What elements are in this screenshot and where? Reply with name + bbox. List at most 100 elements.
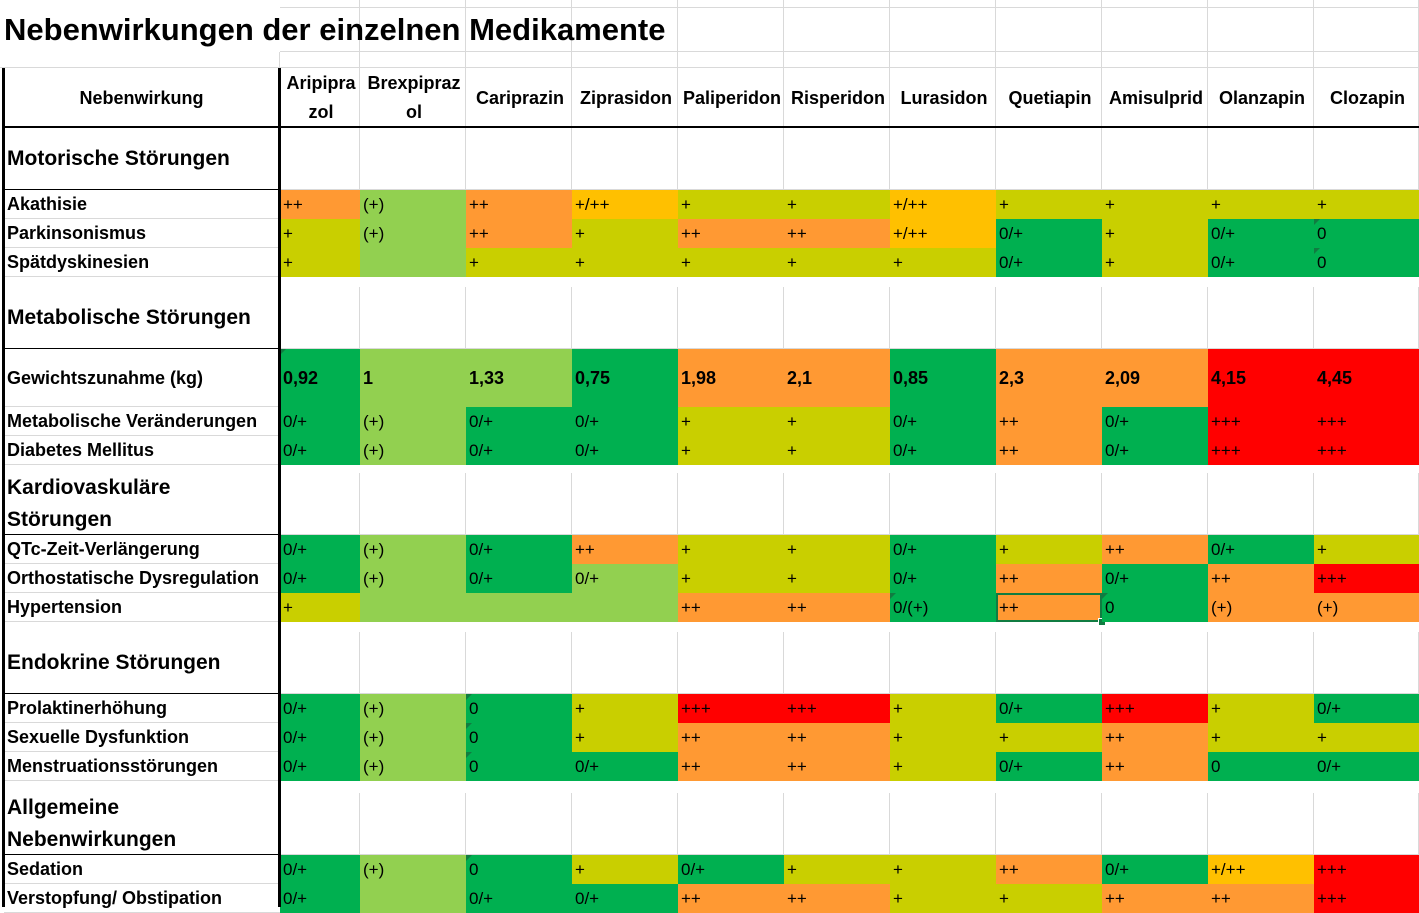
grid-cell[interactable] bbox=[678, 632, 784, 694]
grid-cell[interactable] bbox=[466, 0, 572, 8]
grid-cell[interactable] bbox=[890, 632, 996, 694]
cell-qtc-zeit-verlaengerung-cariprazin[interactable]: 0/+ bbox=[466, 535, 572, 564]
grid-cell[interactable] bbox=[1102, 128, 1208, 190]
row-label-diabetes-mellitus[interactable]: Diabetes Mellitus bbox=[4, 436, 280, 465]
grid-cell[interactable] bbox=[360, 0, 466, 8]
grid-cell[interactable] bbox=[890, 128, 996, 190]
grid-cell[interactable] bbox=[572, 287, 678, 349]
row-label-akathisie[interactable]: Akathisie bbox=[4, 190, 280, 219]
cell-spaetdyskinesien-clozapin[interactable]: 0 bbox=[1314, 248, 1419, 277]
grid-cell[interactable] bbox=[1102, 8, 1208, 52]
grid-cell[interactable] bbox=[996, 128, 1102, 190]
header-quetiapin[interactable]: Quetiapin bbox=[999, 68, 1102, 128]
cell-qtc-zeit-verlaengerung-paliperidon[interactable]: + bbox=[678, 535, 784, 564]
cell-diabetes-mellitus-amisulprid[interactable]: 0/+ bbox=[1102, 436, 1208, 465]
cell-metabolische-veraenderungen-cariprazin[interactable]: 0/+ bbox=[466, 407, 572, 436]
cell-orthostatische-dysregulation-quetiapin[interactable]: ++ bbox=[996, 564, 1102, 593]
cell-orthostatische-dysregulation-ziprasidon[interactable]: 0/+ bbox=[572, 564, 678, 593]
grid-cell[interactable] bbox=[466, 128, 572, 190]
cell-menstruationsstoerungen-olanzapin[interactable]: 0 bbox=[1208, 752, 1314, 781]
cell-qtc-zeit-verlaengerung-lurasidon[interactable]: 0/+ bbox=[890, 535, 996, 564]
cell-parkinsonismus-clozapin[interactable]: 0 bbox=[1314, 219, 1419, 248]
grid-cell[interactable] bbox=[890, 793, 996, 855]
cell-prolaktinerhoehung-risperidon[interactable]: +++ bbox=[784, 694, 890, 723]
cell-akathisie-paliperidon[interactable]: + bbox=[678, 190, 784, 219]
grid-cell[interactable] bbox=[678, 0, 784, 8]
cell-sexuelle-dysfunktion-paliperidon[interactable]: ++ bbox=[678, 723, 784, 752]
cell-hypertension-olanzapin[interactable]: (+) bbox=[1208, 593, 1314, 622]
header-ziprasidon[interactable]: Ziprasidon bbox=[575, 68, 678, 128]
grid-cell[interactable] bbox=[678, 128, 784, 190]
cell-akathisie-aripiprazol[interactable]: ++ bbox=[280, 190, 360, 219]
grid-cell[interactable] bbox=[572, 128, 678, 190]
header-amisulprid[interactable]: Amisulprid bbox=[1105, 68, 1208, 128]
cell-qtc-zeit-verlaengerung-olanzapin[interactable]: 0/+ bbox=[1208, 535, 1314, 564]
cell-orthostatische-dysregulation-clozapin[interactable]: +++ bbox=[1314, 564, 1419, 593]
grid-cell[interactable] bbox=[360, 52, 466, 68]
cell-akathisie-ziprasidon[interactable]: +/++ bbox=[572, 190, 678, 219]
cell-hypertension-cariprazin[interactable] bbox=[466, 593, 572, 622]
cell-diabetes-mellitus-brexpiprazol[interactable]: (+) bbox=[360, 436, 466, 465]
grid-cell[interactable] bbox=[466, 632, 572, 694]
cell-hypertension-amisulprid[interactable]: 0 bbox=[1102, 593, 1208, 622]
cell-menstruationsstoerungen-quetiapin[interactable]: 0/+ bbox=[996, 752, 1102, 781]
cell-sedation-quetiapin[interactable]: ++ bbox=[996, 855, 1102, 884]
cell-spaetdyskinesien-brexpiprazol[interactable] bbox=[360, 248, 466, 277]
grid-cell[interactable] bbox=[1314, 0, 1419, 8]
cell-gewichtszunahme-kg-lurasidon[interactable]: 0,85 bbox=[890, 349, 996, 407]
cell-sexuelle-dysfunktion-lurasidon[interactable]: + bbox=[890, 723, 996, 752]
cell-gewichtszunahme-kg-brexpiprazol[interactable]: 1 bbox=[360, 349, 466, 407]
cell-sexuelle-dysfunktion-ziprasidon[interactable]: + bbox=[572, 723, 678, 752]
cell-hypertension-quetiapin[interactable]: ++ bbox=[996, 593, 1102, 622]
row-label-sexuelle-dysfunktion[interactable]: Sexuelle Dysfunktion bbox=[4, 723, 280, 752]
cell-sexuelle-dysfunktion-amisulprid[interactable]: ++ bbox=[1102, 723, 1208, 752]
cell-sedation-risperidon[interactable]: + bbox=[784, 855, 890, 884]
grid-cell[interactable] bbox=[466, 8, 572, 52]
cell-menstruationsstoerungen-aripiprazol[interactable]: 0/+ bbox=[280, 752, 360, 781]
header-nebenwirkung[interactable]: Nebenwirkung bbox=[4, 68, 280, 128]
cell-akathisie-amisulprid[interactable]: + bbox=[1102, 190, 1208, 219]
cell-qtc-zeit-verlaengerung-aripiprazol[interactable]: 0/+ bbox=[280, 535, 360, 564]
cell-sexuelle-dysfunktion-quetiapin[interactable]: + bbox=[996, 723, 1102, 752]
section-title-kardiovaskulaere-stoerungen[interactable]: Kardiovaskuläre Störungen bbox=[4, 473, 280, 535]
grid-cell[interactable] bbox=[280, 8, 360, 52]
cell-akathisie-cariprazin[interactable]: ++ bbox=[466, 190, 572, 219]
cell-spaetdyskinesien-olanzapin[interactable]: 0/+ bbox=[1208, 248, 1314, 277]
cell-akathisie-brexpiprazol[interactable]: (+) bbox=[360, 190, 466, 219]
cell-menstruationsstoerungen-paliperidon[interactable]: ++ bbox=[678, 752, 784, 781]
cell-sexuelle-dysfunktion-clozapin[interactable]: + bbox=[1314, 723, 1419, 752]
cell-prolaktinerhoehung-cariprazin[interactable]: 0 bbox=[466, 694, 572, 723]
cell-spaetdyskinesien-cariprazin[interactable]: + bbox=[466, 248, 572, 277]
grid-cell[interactable] bbox=[1208, 473, 1314, 535]
cell-parkinsonismus-lurasidon[interactable]: +/++ bbox=[890, 219, 996, 248]
cell-parkinsonismus-cariprazin[interactable]: ++ bbox=[466, 219, 572, 248]
cell-verstopfung-obstipation-amisulprid[interactable]: ++ bbox=[1102, 884, 1208, 913]
grid-cell[interactable] bbox=[784, 128, 890, 190]
grid-cell[interactable] bbox=[890, 52, 996, 68]
grid-cell[interactable] bbox=[996, 287, 1102, 349]
grid-cell[interactable] bbox=[1102, 287, 1208, 349]
header-risperidon[interactable]: Risperidon bbox=[787, 68, 890, 128]
cell-verstopfung-obstipation-brexpiprazol[interactable] bbox=[360, 884, 466, 913]
row-label-verstopfung-obstipation[interactable]: Verstopfung/ Obstipation bbox=[4, 884, 280, 913]
cell-gewichtszunahme-kg-ziprasidon[interactable]: 0,75 bbox=[572, 349, 678, 407]
cell-metabolische-veraenderungen-clozapin[interactable]: +++ bbox=[1314, 407, 1419, 436]
cell-hypertension-paliperidon[interactable]: ++ bbox=[678, 593, 784, 622]
cell-akathisie-risperidon[interactable]: + bbox=[784, 190, 890, 219]
cell-verstopfung-obstipation-clozapin[interactable]: +++ bbox=[1314, 884, 1419, 913]
grid-cell[interactable] bbox=[1102, 793, 1208, 855]
cell-menstruationsstoerungen-brexpiprazol[interactable]: (+) bbox=[360, 752, 466, 781]
cell-sedation-brexpiprazol[interactable]: (+) bbox=[360, 855, 466, 884]
cell-parkinsonismus-brexpiprazol[interactable]: (+) bbox=[360, 219, 466, 248]
cell-parkinsonismus-paliperidon[interactable]: ++ bbox=[678, 219, 784, 248]
grid-cell[interactable] bbox=[678, 473, 784, 535]
cell-prolaktinerhoehung-olanzapin[interactable]: + bbox=[1208, 694, 1314, 723]
cell-menstruationsstoerungen-cariprazin[interactable]: 0 bbox=[466, 752, 572, 781]
cell-orthostatische-dysregulation-olanzapin[interactable]: ++ bbox=[1208, 564, 1314, 593]
cell-sedation-lurasidon[interactable]: + bbox=[890, 855, 996, 884]
grid-cell[interactable] bbox=[996, 632, 1102, 694]
section-title-motorische-stoerungen[interactable]: Motorische Störungen bbox=[4, 128, 280, 190]
row-label-prolaktinerhoehung[interactable]: Prolaktinerhöhung bbox=[4, 694, 280, 723]
cell-gewichtszunahme-kg-paliperidon[interactable]: 1,98 bbox=[678, 349, 784, 407]
